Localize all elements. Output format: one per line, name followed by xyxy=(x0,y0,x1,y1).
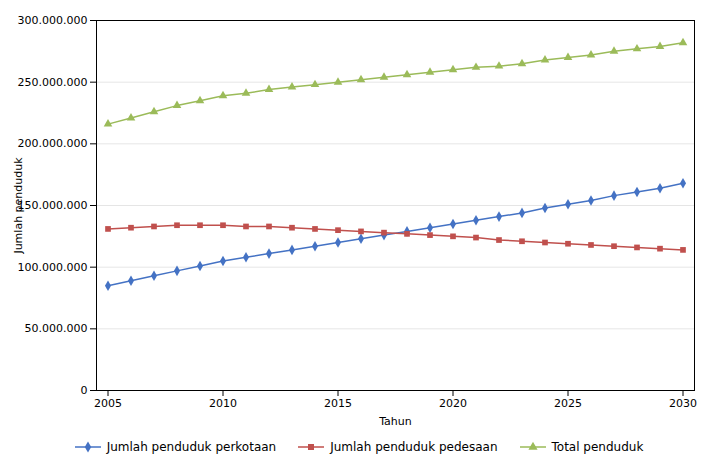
svg-text:300.000.000: 300.000.000 xyxy=(18,14,88,27)
html-text:Jumlah penduduk perkotaan: Jumlah penduduk perkotaan xyxy=(106,440,277,454)
html-text:Total penduduk: Total penduduk xyxy=(551,440,644,454)
svg-text:2005: 2005 xyxy=(94,397,122,410)
svg-text:100.000.000: 100.000.000 xyxy=(18,261,88,274)
svg-text:Tahun: Tahun xyxy=(378,415,412,428)
svg-text:2010: 2010 xyxy=(209,397,237,410)
svg-text:2030: 2030 xyxy=(669,397,697,410)
svg-text:2025: 2025 xyxy=(554,397,582,410)
svg-text:50.000.000: 50.000.000 xyxy=(25,322,88,335)
svg-text:2015: 2015 xyxy=(324,397,352,410)
svg-text:250.000.000: 250.000.000 xyxy=(18,76,88,89)
svg-text:0: 0 xyxy=(81,384,88,397)
html-text:Jumlah penduduk pedesaan: Jumlah penduduk pedesaan xyxy=(330,440,498,454)
svg-text:200.000.000: 200.000.000 xyxy=(18,137,88,150)
svg-text:2020: 2020 xyxy=(439,397,467,410)
svg-text:150.000.000: 150.000.000 xyxy=(18,199,88,212)
svg-text:Jumlah penduduk: Jumlah penduduk xyxy=(12,157,25,255)
